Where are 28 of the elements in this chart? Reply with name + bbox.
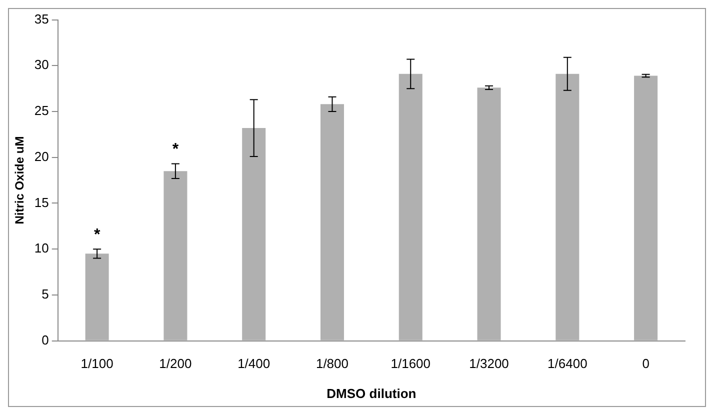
bar bbox=[398, 74, 422, 340]
x-tick-label: 1/100 bbox=[80, 356, 114, 372]
y-axis-title: Nitric Oxide uM bbox=[12, 136, 27, 224]
x-tick-label: 1/400 bbox=[238, 356, 270, 372]
x-axis-title: DMSO dilution bbox=[326, 386, 416, 401]
annotation: * bbox=[172, 141, 180, 158]
bar bbox=[85, 254, 109, 340]
x-tick-label: 0 bbox=[642, 356, 650, 372]
bar bbox=[320, 104, 344, 340]
y-tick-label: 20 bbox=[34, 148, 49, 164]
y-tick-label: 25 bbox=[34, 103, 49, 118]
bar bbox=[164, 171, 188, 340]
x-tick-label: 1/200 bbox=[159, 356, 192, 372]
bar bbox=[556, 74, 580, 340]
y-tick-label: 35 bbox=[34, 11, 49, 26]
x-tick-label: 1/800 bbox=[316, 356, 349, 372]
x-tick-label: 1/6400 bbox=[548, 356, 588, 372]
y-tick-label: 30 bbox=[34, 57, 49, 72]
bar bbox=[634, 76, 658, 340]
bar bbox=[242, 128, 266, 340]
y-tick-label: 5 bbox=[42, 286, 49, 302]
x-tick-label: 1/1600 bbox=[390, 356, 431, 372]
y-tick-label: 0 bbox=[42, 332, 49, 348]
y-tick-label: 15 bbox=[34, 194, 49, 210]
x-tick-label: 1/3200 bbox=[469, 356, 509, 372]
y-tick-label: 10 bbox=[34, 240, 49, 256]
annotation: * bbox=[94, 226, 101, 244]
bar bbox=[477, 88, 501, 340]
